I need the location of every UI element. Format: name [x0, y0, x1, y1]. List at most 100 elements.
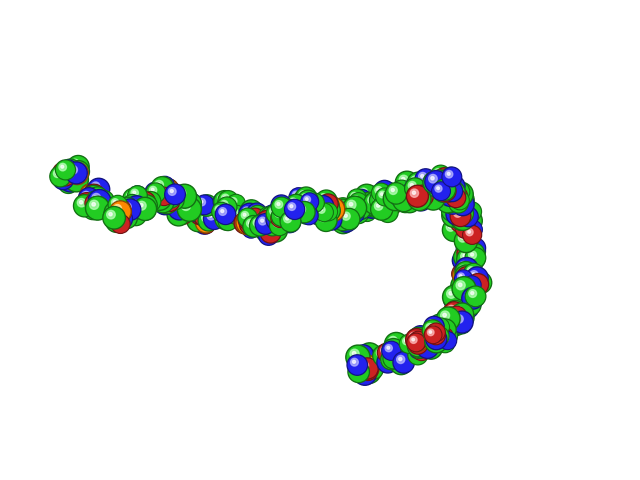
Circle shape	[456, 196, 458, 199]
Circle shape	[444, 196, 462, 214]
Circle shape	[86, 203, 94, 211]
Circle shape	[471, 277, 479, 286]
Circle shape	[129, 194, 132, 197]
Circle shape	[74, 195, 96, 217]
Circle shape	[433, 171, 454, 192]
Circle shape	[232, 199, 234, 202]
Circle shape	[267, 208, 274, 215]
Circle shape	[409, 331, 427, 349]
Circle shape	[360, 202, 363, 204]
Circle shape	[410, 183, 413, 187]
Circle shape	[166, 192, 184, 210]
Circle shape	[429, 330, 436, 336]
Circle shape	[324, 208, 327, 210]
Circle shape	[390, 348, 393, 351]
Circle shape	[444, 220, 464, 240]
Circle shape	[469, 294, 472, 297]
Circle shape	[243, 207, 252, 215]
Circle shape	[223, 196, 244, 216]
Circle shape	[83, 190, 91, 198]
Circle shape	[198, 210, 219, 231]
Circle shape	[238, 208, 257, 228]
Circle shape	[364, 197, 383, 216]
Circle shape	[423, 188, 444, 209]
Circle shape	[266, 204, 286, 224]
Circle shape	[458, 228, 461, 231]
Circle shape	[321, 196, 324, 199]
Circle shape	[132, 192, 148, 208]
Circle shape	[393, 190, 415, 212]
Circle shape	[355, 359, 363, 367]
Circle shape	[344, 207, 347, 210]
Circle shape	[168, 188, 176, 195]
Circle shape	[284, 205, 287, 208]
Circle shape	[290, 204, 293, 208]
Circle shape	[435, 181, 455, 202]
Circle shape	[232, 211, 236, 214]
Circle shape	[298, 204, 316, 223]
Circle shape	[88, 178, 109, 200]
Circle shape	[216, 195, 224, 203]
Circle shape	[116, 213, 124, 220]
Circle shape	[245, 215, 263, 233]
Circle shape	[438, 324, 442, 327]
Circle shape	[241, 212, 248, 219]
Circle shape	[319, 213, 327, 222]
Circle shape	[170, 192, 189, 211]
Circle shape	[270, 225, 274, 228]
Circle shape	[162, 189, 180, 208]
Circle shape	[372, 345, 394, 366]
Circle shape	[344, 211, 347, 214]
Circle shape	[360, 355, 378, 372]
Circle shape	[286, 201, 303, 218]
Circle shape	[111, 214, 113, 217]
Circle shape	[426, 191, 435, 200]
Circle shape	[195, 195, 214, 215]
Circle shape	[467, 227, 470, 230]
Circle shape	[198, 216, 214, 232]
Circle shape	[368, 357, 376, 365]
Circle shape	[445, 197, 452, 204]
Circle shape	[283, 202, 303, 222]
Circle shape	[172, 201, 180, 210]
Circle shape	[124, 196, 140, 212]
Circle shape	[454, 293, 461, 300]
Circle shape	[110, 207, 125, 222]
Circle shape	[240, 215, 250, 224]
Circle shape	[285, 217, 289, 220]
Circle shape	[52, 162, 74, 183]
Circle shape	[239, 204, 261, 225]
Circle shape	[288, 207, 291, 210]
Circle shape	[336, 201, 355, 220]
Circle shape	[88, 205, 91, 208]
Circle shape	[387, 184, 406, 203]
Circle shape	[460, 216, 468, 224]
Circle shape	[274, 206, 292, 224]
Circle shape	[340, 210, 358, 228]
Circle shape	[361, 202, 364, 205]
Circle shape	[444, 308, 460, 324]
Circle shape	[399, 186, 406, 193]
Circle shape	[422, 186, 426, 189]
Circle shape	[370, 360, 374, 362]
Circle shape	[60, 170, 67, 177]
Circle shape	[433, 183, 436, 186]
Circle shape	[344, 204, 353, 214]
Circle shape	[468, 230, 470, 233]
Circle shape	[331, 204, 333, 206]
Circle shape	[314, 197, 332, 216]
Circle shape	[170, 192, 192, 214]
Circle shape	[260, 222, 281, 243]
Circle shape	[248, 212, 256, 219]
Circle shape	[410, 336, 417, 343]
Circle shape	[399, 358, 402, 360]
Circle shape	[358, 359, 377, 378]
Circle shape	[353, 358, 372, 377]
Circle shape	[452, 190, 473, 210]
Circle shape	[409, 185, 412, 188]
Circle shape	[470, 291, 474, 295]
Circle shape	[465, 248, 486, 268]
Circle shape	[376, 194, 378, 197]
Circle shape	[414, 192, 422, 201]
Circle shape	[335, 211, 357, 232]
